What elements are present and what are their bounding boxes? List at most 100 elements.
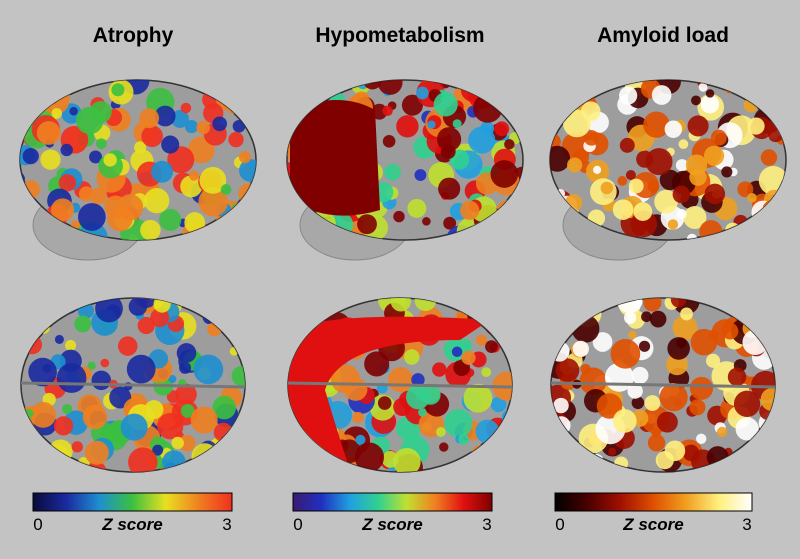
blob [747, 117, 765, 135]
blob [706, 353, 721, 368]
blob [641, 311, 652, 323]
hot-region [290, 100, 380, 216]
blob [65, 339, 77, 351]
blob [180, 102, 192, 114]
blob [504, 139, 515, 150]
blob [137, 316, 155, 335]
blob [687, 115, 709, 137]
blob [691, 95, 701, 106]
blob [382, 134, 396, 148]
blob [60, 143, 73, 157]
blob [111, 83, 125, 97]
colorbar [32, 492, 233, 512]
blob [667, 337, 690, 360]
blob [180, 404, 195, 418]
blob [196, 120, 210, 135]
blob [627, 383, 643, 399]
blob [460, 200, 480, 221]
blob [118, 336, 138, 356]
colorbar-label: Z score [622, 515, 683, 534]
blob [414, 169, 427, 181]
blob [698, 82, 708, 92]
blob [103, 153, 117, 167]
blob [76, 106, 104, 135]
blob [418, 408, 427, 417]
blob [654, 189, 678, 214]
blob [659, 383, 688, 412]
blob [625, 170, 636, 181]
blob [168, 375, 177, 384]
blob [644, 395, 661, 411]
midline [287, 381, 513, 389]
blob [600, 181, 614, 195]
blob [392, 447, 421, 472]
blob [617, 176, 628, 186]
blob [56, 363, 87, 393]
blob [735, 417, 759, 441]
blob [89, 187, 108, 205]
blob [651, 85, 672, 105]
blob [647, 434, 666, 452]
blob [476, 334, 488, 346]
blob [411, 373, 425, 387]
blob [619, 137, 635, 153]
blob [175, 383, 197, 406]
blob [87, 361, 96, 370]
blob [120, 413, 148, 441]
blob [649, 310, 667, 328]
blob [420, 384, 441, 405]
blob [176, 343, 197, 363]
blob [381, 451, 399, 468]
blob [228, 131, 244, 148]
blob [490, 160, 519, 188]
blob [212, 116, 228, 132]
colorbar-label: Z score [361, 515, 422, 534]
blob [407, 198, 427, 218]
blob [40, 149, 61, 170]
blob [126, 354, 156, 384]
blob [485, 340, 498, 353]
midline [20, 381, 246, 389]
blob [737, 181, 754, 198]
colorbar-label: Z score [101, 515, 162, 534]
blob [95, 298, 123, 323]
blob [198, 187, 228, 217]
panel-title: Hypometabolism [315, 24, 484, 47]
blob [352, 411, 364, 424]
blob [563, 109, 591, 138]
blob [631, 366, 649, 384]
blob [404, 349, 420, 365]
blob [656, 411, 678, 433]
blob [678, 139, 689, 150]
blob [371, 103, 388, 120]
blob [62, 403, 73, 414]
blob [390, 298, 411, 312]
blob [184, 119, 199, 134]
panel-title: Atrophy [93, 24, 174, 47]
blob [116, 194, 144, 221]
blob [435, 427, 446, 437]
blob [592, 332, 613, 352]
panel-title: Amyloid load [597, 24, 729, 47]
blob [596, 393, 623, 419]
blob [128, 298, 148, 316]
blob [593, 165, 602, 174]
blob [647, 180, 660, 193]
blob [171, 436, 184, 450]
blob [689, 376, 714, 400]
colorbar [292, 492, 493, 512]
blob [82, 404, 108, 430]
blob [567, 157, 583, 173]
blob [354, 442, 385, 472]
blob [71, 441, 83, 453]
blob [167, 146, 195, 174]
midline [550, 381, 776, 389]
blob [664, 440, 686, 462]
blob [150, 308, 170, 328]
blob [199, 166, 227, 194]
blob [680, 307, 693, 321]
blob [689, 168, 707, 186]
colorbar-max: 3 [742, 515, 751, 534]
blob [612, 199, 634, 220]
